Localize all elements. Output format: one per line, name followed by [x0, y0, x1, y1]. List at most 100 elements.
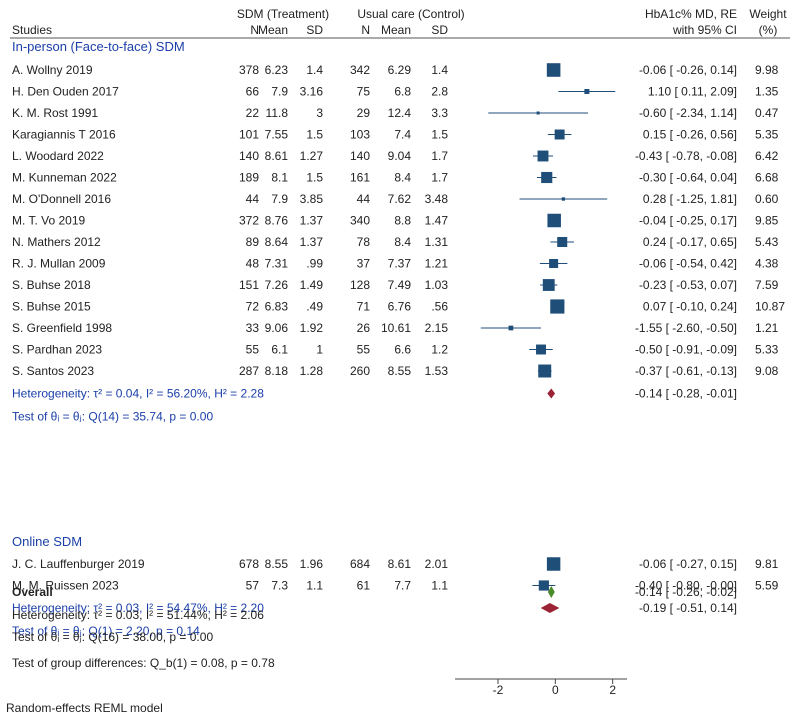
cn-column-header: N	[361, 23, 370, 37]
control-mean: 8.4	[394, 235, 411, 249]
control-sd: 2.15	[425, 321, 449, 335]
treatment-n: 55	[246, 343, 260, 357]
weight-value: 5.43	[755, 235, 779, 249]
group-test: Test of θᵢ = θⱼ: Q(1) = 2.20, p = 0.14	[12, 624, 200, 638]
weight-label-line2: (%)	[759, 23, 778, 37]
control-n: 61	[357, 579, 371, 593]
study-label: S. Buhse 2015	[12, 300, 91, 314]
weight-value: 5.33	[755, 343, 779, 357]
effect-ci-text: 1.10 [ 0.11, 2.09]	[648, 85, 737, 99]
treatment-sd: 1.37	[300, 214, 324, 228]
studies-column-header: Studies	[12, 23, 52, 37]
control-sd: 3.48	[425, 192, 449, 206]
study-marker	[561, 197, 566, 201]
study-label: A. Wollny 2019	[12, 63, 93, 77]
effect-ci-text: -0.37 [ -0.61, -0.13]	[635, 364, 737, 378]
treatment-mean: 9.06	[265, 321, 289, 335]
control-n: 44	[357, 192, 371, 206]
treatment-mean: 7.9	[271, 85, 288, 99]
treatment-mean: 7.9	[271, 192, 288, 206]
control-n: 340	[350, 214, 370, 228]
control-mean: 7.7	[394, 579, 411, 593]
treatment-n: 89	[246, 235, 260, 249]
control-mean: 8.61	[388, 557, 412, 571]
control-sd: 1.7	[431, 149, 448, 163]
x-tick-label: -2	[493, 683, 504, 697]
study-label: S. Santos 2023	[12, 364, 94, 378]
control-group-header: Usual care (Control)	[357, 7, 464, 21]
control-sd: 1.47	[425, 214, 449, 228]
treatment-mean: 8.76	[265, 214, 289, 228]
control-sd: 2.8	[431, 85, 448, 99]
control-n: 29	[357, 106, 371, 120]
control-mean: 8.4	[394, 171, 411, 185]
control-sd: 1.4	[431, 63, 448, 77]
effect-ci-text: -0.06 [ -0.27, 0.15]	[639, 557, 737, 571]
treatment-mean: 7.26	[265, 278, 289, 292]
effect-ci-text: 0.28 [ -1.25, 1.81]	[643, 192, 737, 206]
weight-value: 1.21	[755, 321, 779, 335]
study-label: K. M. Rost 1991	[12, 106, 98, 120]
control-n: 37	[357, 257, 371, 271]
treatment-sd: 1.4	[306, 63, 323, 77]
weight-value: 6.42	[755, 149, 779, 163]
treatment-n: 33	[246, 321, 260, 335]
study-marker	[538, 580, 549, 591]
control-n: 71	[357, 300, 371, 314]
weight-value: 9.08	[755, 364, 779, 378]
pooled-ci-text: -0.14 [ -0.28, -0.01]	[635, 387, 737, 401]
group-title: Online SDM	[12, 534, 82, 549]
group-title: In-person (Face-to-face) SDM	[12, 39, 185, 54]
study-marker	[537, 150, 549, 162]
weight-value: 0.47	[755, 106, 779, 120]
study-marker	[547, 213, 561, 228]
study-marker	[536, 111, 540, 115]
control-n: 55	[357, 343, 371, 357]
treatment-sd: 1.96	[300, 557, 324, 571]
treatment-mean: 6.23	[265, 63, 289, 77]
treatment-mean: 8.61	[265, 149, 289, 163]
weight-value: 9.81	[755, 557, 779, 571]
group-test: Test of θᵢ = θⱼ: Q(14) = 35.74, p = 0.00	[12, 410, 213, 424]
treatment-sd: 3.16	[300, 85, 324, 99]
control-sd: .56	[431, 300, 448, 314]
effect-ci-text: -1.55 [ -2.60, -0.50]	[635, 321, 737, 335]
study-label: R. J. Mullan 2009	[12, 257, 106, 271]
treatment-sd: 1.28	[300, 364, 324, 378]
treatment-n: 372	[239, 214, 259, 228]
control-sd: 1.53	[425, 364, 449, 378]
csd-column-header: SD	[431, 23, 448, 37]
study-marker	[538, 364, 552, 378]
weight-value: 9.98	[755, 63, 779, 77]
group-heterogeneity: Heterogeneity: τ² = 0.04, I² = 56.20%, H…	[12, 387, 264, 401]
treatment-n: 189	[239, 171, 259, 185]
overall-diamond	[547, 586, 555, 598]
pooled-ci-text: -0.19 [ -0.51, 0.14]	[639, 601, 737, 615]
study-label: M. O'Donnell 2016	[12, 192, 111, 206]
study-marker	[557, 236, 568, 248]
tn-column-header: N	[250, 23, 259, 37]
treatment-n: 378	[239, 63, 259, 77]
treatment-sd: 1.27	[300, 149, 324, 163]
control-n: 161	[350, 171, 370, 185]
control-mean: 6.76	[388, 300, 412, 314]
control-n: 684	[350, 557, 370, 571]
study-marker	[550, 299, 565, 314]
effect-label-line1: HbA1c% MD, RE	[645, 7, 737, 21]
group-heterogeneity: Heterogeneity: τ² = 0.03, I² = 54.47%, H…	[12, 601, 264, 615]
weight-value: 10.87	[755, 300, 785, 314]
control-sd: 2.01	[425, 557, 449, 571]
pooled-diamond	[547, 388, 556, 399]
treatment-mean: 7.55	[265, 128, 289, 142]
study-marker	[584, 89, 590, 94]
study-marker	[536, 344, 546, 355]
overall-heterogeneity: Heterogeneity: τ² = 0.03, I² = 51.44%, H…	[12, 608, 264, 622]
treatment-sd: 1.49	[300, 278, 324, 292]
study-marker	[546, 557, 561, 571]
effect-ci-text: -0.43 [ -0.78, -0.08]	[635, 149, 737, 163]
effect-ci-text: -0.60 [ -2.34, 1.14]	[639, 106, 737, 120]
control-mean: 12.4	[388, 106, 412, 120]
control-n: 26	[357, 321, 371, 335]
weight-value: 0.60	[755, 192, 779, 206]
